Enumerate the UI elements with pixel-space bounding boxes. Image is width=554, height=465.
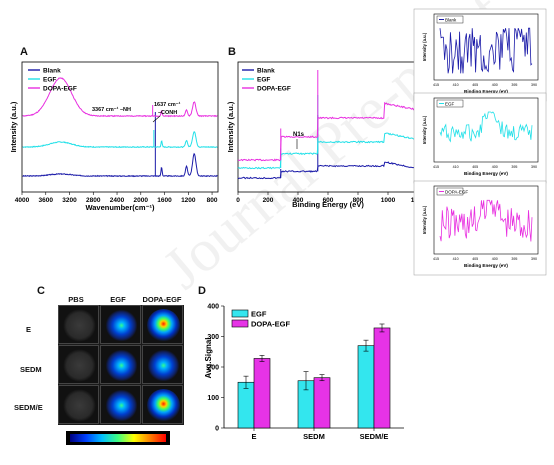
image-cell-sedm-pbs — [58, 345, 99, 384]
imaging-grid: PBS EGF DOPA-EGF E SEDM SEDM/E — [14, 295, 184, 430]
col-label-dopa-egf: DOPA-EGF — [142, 295, 182, 304]
legend-label-blank: Blank — [43, 68, 61, 75]
signal-spot — [105, 389, 138, 422]
image-cell-e-pbs — [58, 305, 99, 344]
x-axis-label: Wavenumber(cm⁻¹) — [85, 203, 155, 212]
image-cell-sedm-egf — [100, 345, 141, 384]
signal-spot — [105, 349, 138, 382]
panel-label-c: C — [37, 285, 45, 297]
legend-label-dopa: DOPA-EGF — [43, 86, 77, 93]
legend: Blank EGF DOPA-EGF — [28, 68, 77, 93]
x-tick-label: 800 — [207, 197, 218, 204]
col-label-pbs: PBS — [68, 295, 84, 304]
signal-spot — [147, 349, 180, 382]
x-tick-label: 2800 — [86, 197, 101, 204]
image-cell-sedm-e-dopa-egf — [142, 385, 183, 424]
x-tick-label: 4000 — [15, 197, 30, 204]
annotation-1637: 1637 cm⁻¹ — [154, 101, 181, 108]
image-cell-sedm-dopa-egf — [142, 345, 183, 384]
x-tick-label: 3600 — [39, 197, 54, 204]
series-line-blank — [22, 152, 218, 178]
series-line-egf — [22, 131, 218, 149]
annotation-nh: 3367 cm⁻¹ –NH — [92, 106, 131, 113]
image-cell-e-egf — [100, 305, 141, 344]
signal-spot — [105, 309, 138, 342]
annotation-arrow — [152, 115, 161, 123]
colorbar — [66, 431, 170, 445]
panel-label-a: A — [20, 46, 28, 58]
signal-spot — [147, 309, 180, 342]
series-line-dopa — [22, 77, 218, 118]
legend-label-egf: EGF — [43, 77, 56, 84]
x-tick-label: 3200 — [62, 197, 77, 204]
plot-frame — [21, 61, 219, 193]
x-tick-label: 2000 — [134, 197, 149, 204]
x-tick-label: 1200 — [181, 197, 196, 204]
panel-label-b: B — [228, 46, 236, 58]
row-label-sedm-e: SEDM/E — [14, 403, 43, 412]
signal-spot — [147, 389, 180, 422]
annotation-conh: –CONH — [158, 110, 177, 116]
panel-label-d: D — [198, 285, 206, 297]
signal-spot — [63, 309, 96, 342]
x-tick-label: 2400 — [110, 197, 125, 204]
row-label-e: E — [26, 325, 32, 334]
image-cell-sedm-e-egf — [100, 385, 141, 424]
col-label-egf: EGF — [110, 295, 126, 304]
signal-spot — [63, 389, 96, 422]
colorbar-gradient — [70, 434, 166, 442]
signal-spot — [63, 349, 96, 382]
y-axis-label: Intensity (a.u.) — [9, 101, 18, 152]
image-cell-sedm-e-pbs — [58, 385, 99, 424]
image-cell-e-dopa-egf — [142, 305, 183, 344]
row-label-sedm: SEDM — [20, 365, 42, 374]
x-tick-label: 1600 — [157, 197, 172, 204]
